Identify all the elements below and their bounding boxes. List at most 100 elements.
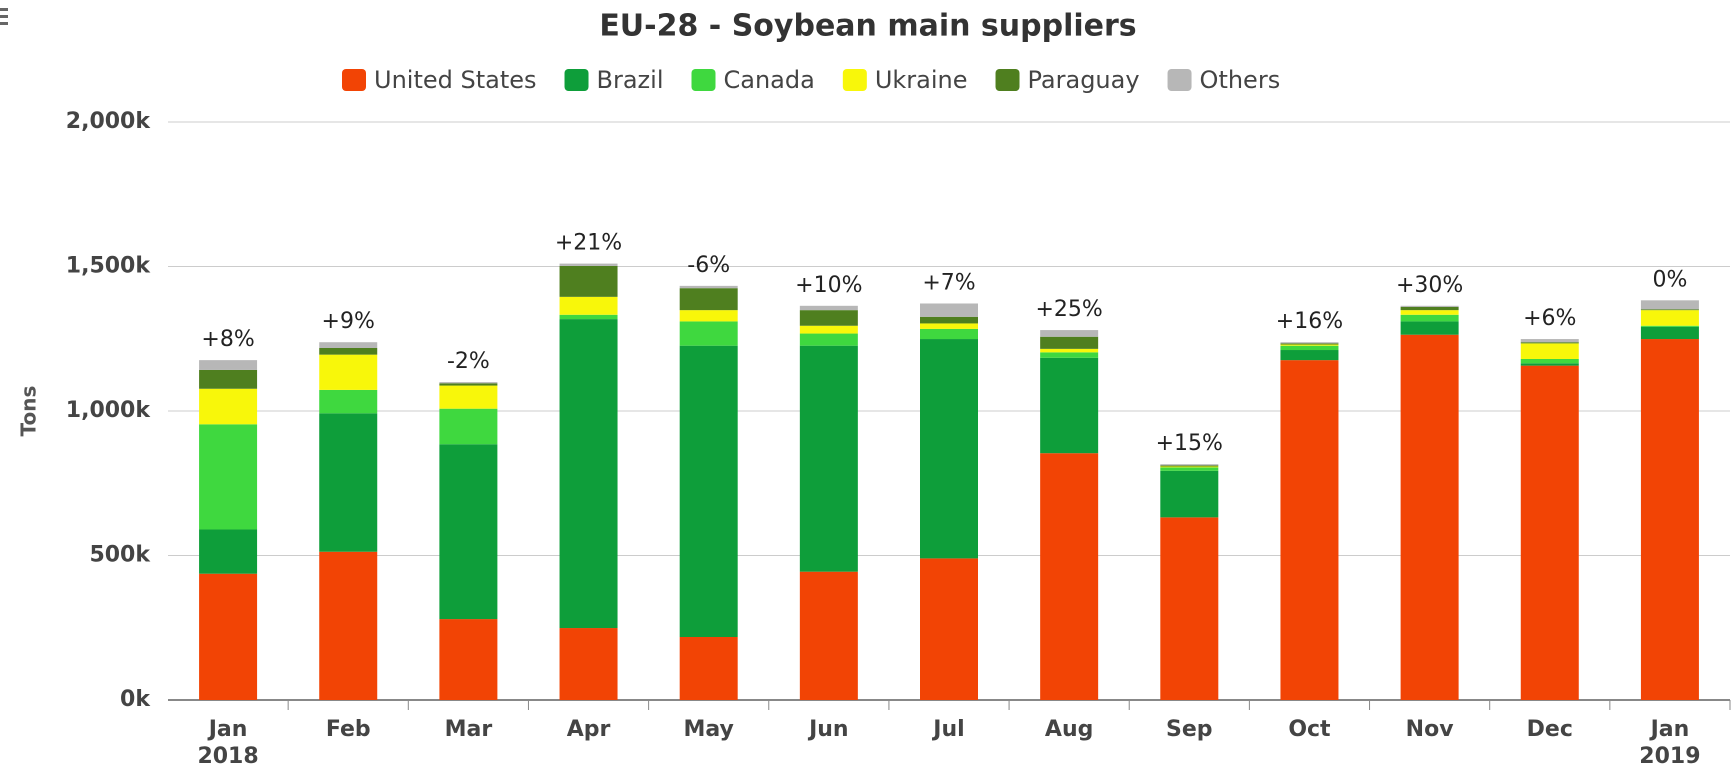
legend-swatch [842, 69, 867, 91]
bar-segment [920, 303, 978, 317]
bar-segment [1280, 342, 1339, 344]
bar-segment [799, 310, 858, 326]
y-tick-label: 1,000k [66, 398, 152, 423]
bar-segment [799, 325, 858, 334]
bar-segment [679, 636, 738, 700]
x-tick-label: Jan 2018 [197, 717, 259, 769]
bar-segment [319, 354, 378, 390]
legend-label: Ukraine [875, 66, 968, 94]
bar-segment [1400, 314, 1459, 322]
y-axis-title: Tons [17, 386, 41, 437]
bar-segment [319, 413, 378, 552]
bar-segment [439, 382, 498, 384]
bar-segment [439, 444, 498, 620]
bar-segment [1160, 467, 1219, 471]
bar-segment [1400, 321, 1459, 335]
bar-segment [1640, 310, 1699, 326]
bar-segment [1400, 334, 1459, 700]
bar-segment [679, 288, 738, 311]
bar-segment [199, 424, 258, 530]
bar-segment [920, 328, 978, 340]
menu-icon[interactable] [0, 8, 8, 25]
x-tick-label: Sep [1166, 717, 1213, 742]
bar-annotation: +21% [555, 231, 622, 256]
bar-segment [799, 305, 858, 311]
legend-swatch [995, 69, 1020, 91]
bar-segment [1160, 466, 1219, 468]
bar-segment [559, 265, 618, 297]
legend-label: Brazil [597, 66, 664, 94]
bar-segment [1040, 453, 1099, 700]
bar-segment [920, 316, 978, 324]
bar-segment [1640, 325, 1699, 327]
bar-segment [1520, 363, 1579, 366]
bar-segment [799, 345, 858, 572]
bar-segment [559, 263, 618, 266]
bar-annotation: +25% [1035, 297, 1102, 322]
bar-segment [920, 558, 978, 700]
bar-annotation: +15% [1156, 431, 1223, 456]
bar-annotation: -6% [687, 253, 730, 278]
bar-annotation: 0% [1652, 267, 1687, 292]
bar-segment [1040, 330, 1099, 337]
bar-segment [319, 342, 378, 348]
bar-segment [679, 310, 738, 322]
bar-segment [1520, 358, 1579, 364]
legend-label: United States [374, 66, 537, 94]
bar-segment [1400, 310, 1459, 315]
bar-segment [559, 319, 618, 629]
bar-segment [1040, 352, 1099, 358]
bar-segment [679, 345, 738, 637]
y-tick-label: 500k [89, 543, 151, 568]
bar-segment [559, 314, 618, 320]
bar-annotation: +6% [1523, 306, 1576, 331]
bar-segment [1280, 345, 1339, 351]
chart-title: EU-28 - Soybean main suppliers [599, 9, 1136, 44]
x-tick-label: Mar [444, 717, 493, 742]
legend-label: Others [1200, 66, 1281, 94]
bar-annotation: +8% [201, 327, 254, 352]
bar-annotation: +16% [1276, 309, 1343, 334]
y-tick-label: 0k [120, 687, 151, 712]
bar-segment [679, 321, 738, 346]
bar-segment [439, 619, 498, 700]
bar-segment [1040, 336, 1099, 349]
bar-segment [1400, 306, 1459, 311]
bar-segment [1400, 305, 1459, 307]
x-tick-label: Feb [325, 717, 371, 742]
legend-label: Canada [724, 66, 815, 94]
bar-segment [1520, 365, 1579, 700]
bar-segment [1520, 343, 1579, 359]
bar-segment [920, 323, 978, 329]
bar-segment [1640, 300, 1699, 310]
bar-segment [199, 573, 258, 700]
x-tick-label: May [683, 717, 734, 742]
bar-segment [1160, 464, 1219, 466]
bar-segment [1280, 360, 1339, 700]
x-tick-label: Jan 2019 [1639, 717, 1701, 769]
y-tick-label: 1,500k [66, 254, 152, 279]
bar-segment [559, 628, 618, 700]
bar-segment [1520, 342, 1579, 344]
x-tick-label: Aug [1044, 717, 1094, 742]
bar-segment [559, 296, 618, 315]
bar-segment [1280, 344, 1339, 346]
bar-annotation: -2% [447, 349, 490, 374]
x-tick-label: Oct [1288, 717, 1331, 742]
bar-segment [319, 389, 378, 414]
bar-annotation: +10% [795, 273, 862, 298]
bar-annotation: +9% [322, 309, 375, 334]
x-tick-label: Apr [566, 717, 611, 742]
bar-segment [439, 385, 498, 409]
bar-annotation: +7% [922, 270, 975, 295]
bar-segment [679, 285, 738, 289]
legend-swatch [342, 69, 366, 91]
bar-segment [1640, 339, 1699, 700]
x-tick-label: Jul [933, 717, 965, 742]
bar-segment [1520, 339, 1579, 343]
y-tick-label: 2,000k [66, 109, 152, 134]
bar-annotation: +30% [1396, 273, 1463, 298]
legend-label: Paraguay [1028, 66, 1140, 94]
